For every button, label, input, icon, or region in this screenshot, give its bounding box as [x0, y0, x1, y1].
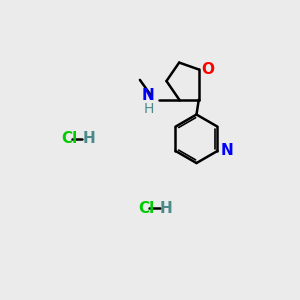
Text: H: H	[144, 102, 154, 116]
Text: N: N	[142, 88, 154, 103]
Text: Cl: Cl	[61, 131, 78, 146]
Text: H: H	[160, 201, 173, 216]
Text: Cl: Cl	[139, 201, 155, 216]
Text: N: N	[220, 143, 233, 158]
Text: H: H	[82, 131, 95, 146]
Text: O: O	[202, 62, 214, 77]
